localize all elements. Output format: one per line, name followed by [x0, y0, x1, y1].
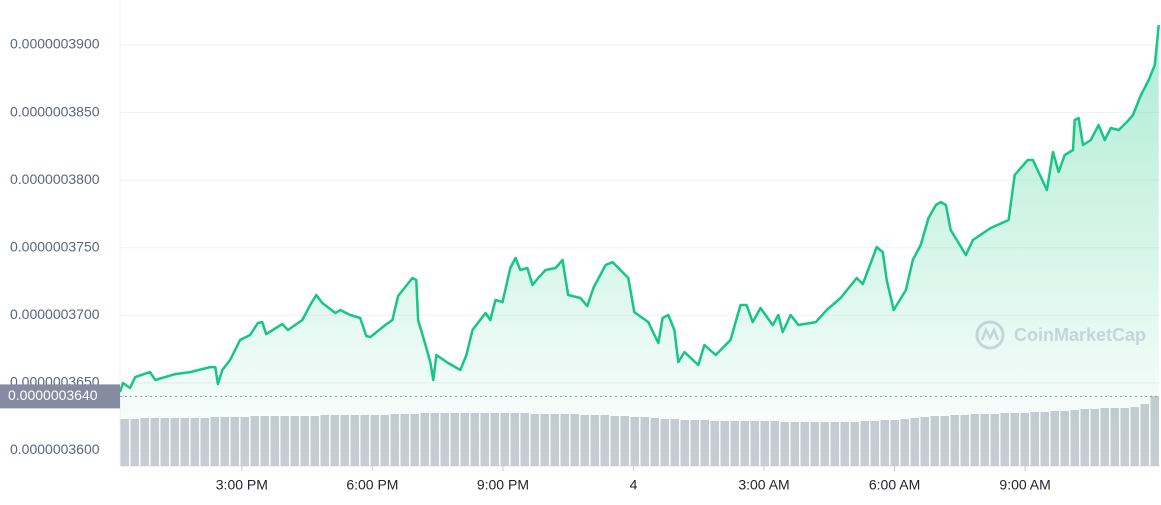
x-tick-label: 9:00 PM [477, 477, 529, 493]
y-tick-label: 0.0000003850 [10, 103, 100, 119]
current-price-box [0, 384, 120, 409]
x-tick-label: 9:00 AM [999, 477, 1050, 493]
y-tick-label: 0.0000003700 [10, 306, 100, 322]
watermark-text: CoinMarketCap [1014, 325, 1146, 345]
y-tick-label: 0.0000003600 [10, 441, 100, 457]
x-tick-label: 6:00 AM [869, 477, 920, 493]
x-tick-label: 6:00 PM [346, 477, 398, 493]
y-tick-label: 0.0000003800 [10, 171, 100, 187]
x-tick-label: 3:00 AM [738, 477, 789, 493]
price-area [120, 25, 1159, 466]
x-tick-label: 4 [630, 477, 638, 493]
y-tick-label: 0.0000003750 [10, 238, 100, 254]
price-line [118, 24, 1160, 393]
current-price-label: 0.0000003640 [8, 387, 98, 403]
watermark: CoinMarketCap [975, 320, 1146, 350]
x-tick-label: 3:00 PM [216, 477, 268, 493]
y-tick-label: 0.0000003900 [10, 36, 100, 52]
